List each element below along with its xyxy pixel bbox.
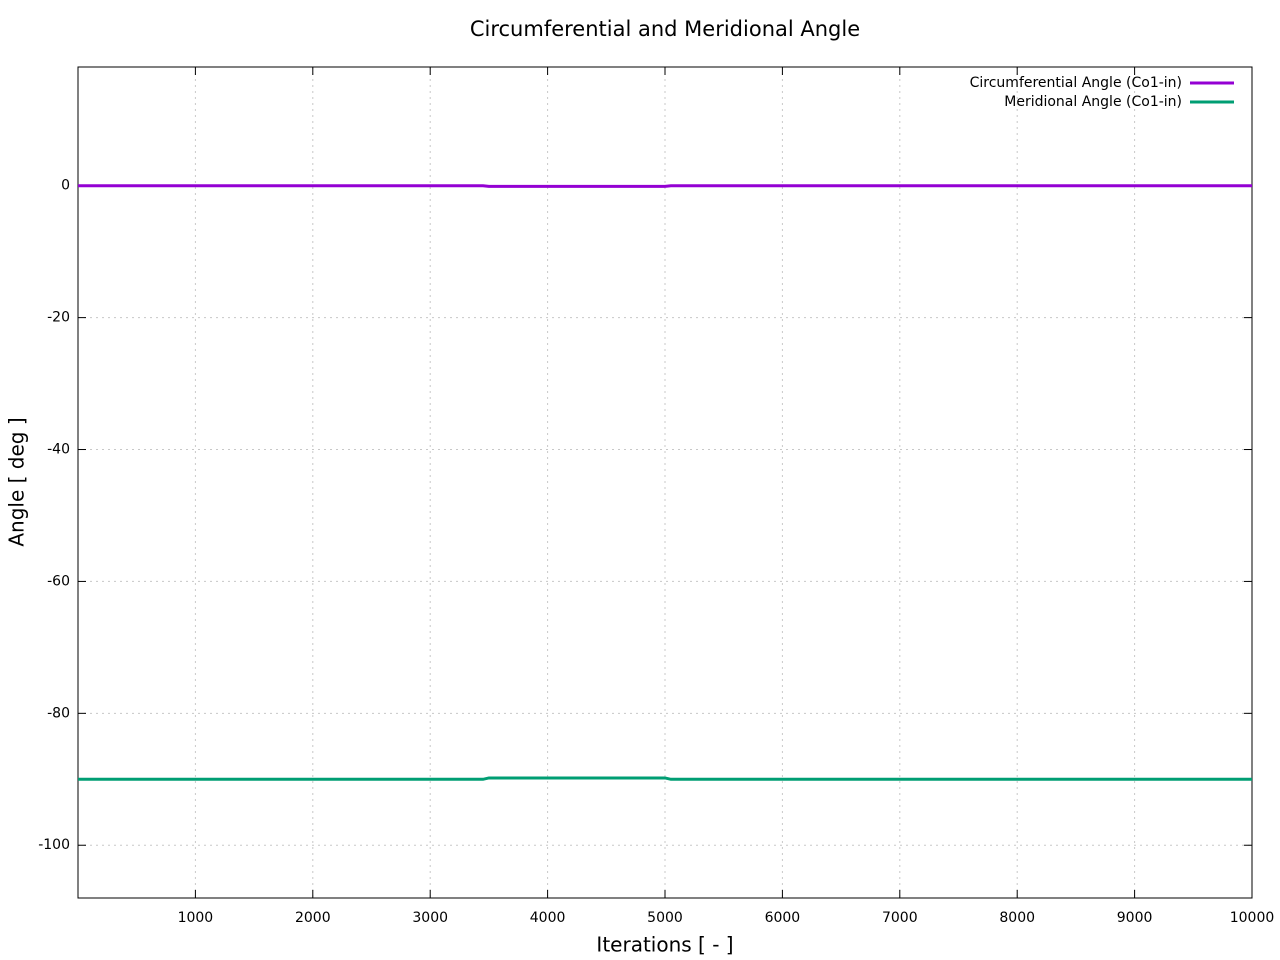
x-tick-label: 2000 [295,910,331,926]
x-tick-label: 4000 [530,910,566,926]
y-tick-label: -40 [47,442,70,458]
y-tick-label: -80 [47,705,70,721]
legend-label: Circumferential Angle (Co1-in) [970,75,1182,91]
legend-label: Meridional Angle (Co1-in) [1004,94,1182,110]
plot-frame [77,66,1253,899]
x-tick-label: 1000 [178,910,214,926]
x-tick-label: 3000 [412,910,448,926]
y-axis-label: Angle [ deg ] [5,417,29,546]
x-tick-label: 6000 [765,910,801,926]
series-line [78,184,1252,188]
y-tick-label: -20 [47,310,70,326]
y-tick-label: 0 [61,178,70,194]
x-axis-label: Iterations [ - ] [596,933,733,957]
y-tick-label: -60 [47,573,70,589]
x-tick-label: 8000 [999,910,1035,926]
y-tick-label: -100 [38,837,70,853]
x-tick-label: 10000 [1230,910,1275,926]
x-tick-label: 5000 [647,910,683,926]
chart-title: Circumferential and Meridional Angle [470,17,860,41]
x-tick-label: 7000 [882,910,918,926]
x-tick-label: 9000 [1117,910,1153,926]
series-line [78,776,1252,781]
